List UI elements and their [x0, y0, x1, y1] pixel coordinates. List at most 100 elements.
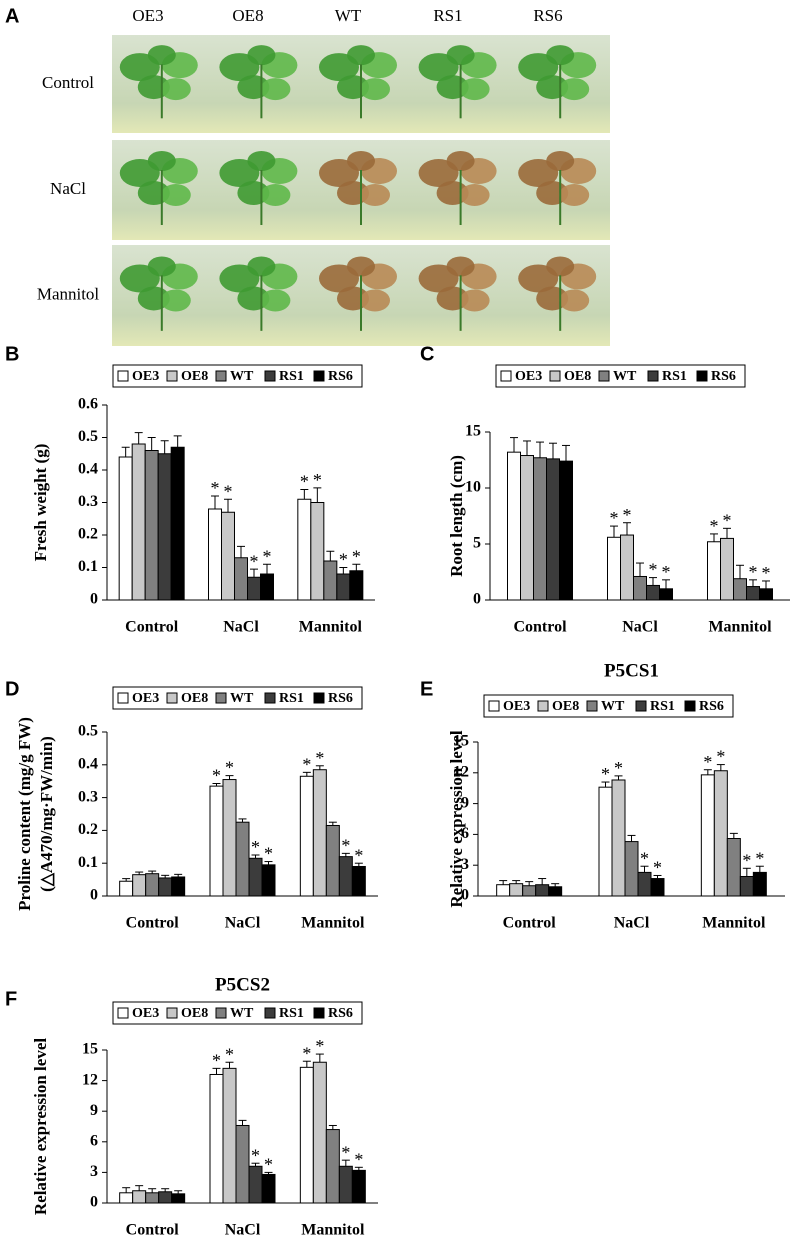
error-bar [315, 1053, 324, 1063]
error-bar [225, 1061, 234, 1069]
error-bar [627, 834, 636, 842]
legend-label: RS6 [711, 369, 736, 384]
bar [299, 775, 314, 897]
significance-marker: * [723, 510, 732, 530]
leaf [360, 78, 390, 101]
legend-label: RS6 [328, 691, 353, 706]
panel-label: C [420, 343, 434, 365]
leaf [459, 289, 490, 312]
bar [546, 458, 560, 601]
error-bar [662, 579, 670, 589]
y-axis-label: Proline content (mg/g FW) [15, 717, 34, 911]
legend-swatch [586, 700, 598, 712]
y-tick-label: 15 [82, 1041, 98, 1058]
leaf [446, 45, 475, 66]
significance-marker: * [315, 1036, 324, 1056]
leaf [459, 78, 490, 101]
significance-marker: * [302, 1043, 311, 1063]
significance-marker: * [212, 766, 221, 786]
bar [700, 774, 715, 897]
bar [535, 884, 550, 897]
bar [338, 856, 353, 897]
y-tick-label: 10 [465, 479, 481, 496]
legend-swatch [635, 700, 647, 712]
leaf [247, 45, 276, 66]
error-bar [148, 1188, 157, 1193]
y-tick-label: 0 [90, 591, 98, 608]
bar [158, 877, 173, 897]
error-bar [315, 765, 324, 770]
y-tick-label: 9 [461, 794, 469, 811]
column-label: OE8 [232, 6, 263, 25]
leaf [260, 289, 291, 312]
panel-label: B [5, 343, 19, 365]
significance-marker: * [716, 747, 725, 767]
y-tick-label: 15 [465, 423, 481, 440]
bar [297, 498, 312, 601]
significance-marker: * [354, 845, 363, 865]
bar [260, 573, 274, 601]
bar [325, 1129, 340, 1204]
bar [349, 570, 364, 601]
leaf [559, 289, 590, 312]
bar [145, 1192, 160, 1204]
bar [611, 779, 626, 897]
error-bar [755, 865, 764, 873]
significance-marker: * [251, 1145, 260, 1165]
error-bar [512, 880, 521, 884]
error-bar [250, 568, 258, 578]
bar [312, 769, 327, 897]
legend-label: OE3 [132, 369, 159, 384]
bar [733, 578, 747, 601]
leaf [347, 151, 375, 171]
bar [157, 453, 172, 601]
significance-marker: * [703, 752, 712, 772]
bar [158, 1191, 173, 1204]
bar [234, 557, 248, 601]
x-tick-label: Mannitol [702, 915, 766, 932]
legend-swatch [313, 692, 325, 704]
error-bar [264, 1171, 273, 1175]
error-bar [354, 1166, 363, 1171]
bar [171, 876, 186, 897]
error-bar [339, 567, 348, 574]
error-bar [211, 495, 219, 509]
error-bar [749, 579, 757, 587]
legend-swatch [500, 370, 512, 382]
bar [261, 864, 276, 897]
significance-marker: * [640, 848, 649, 868]
significance-marker: * [250, 551, 259, 571]
error-bar [160, 440, 169, 454]
bar [496, 884, 511, 897]
bar [323, 560, 338, 601]
legend-swatch [696, 370, 708, 382]
panel-label: D [5, 678, 19, 700]
error-bar [224, 498, 232, 513]
legend-label: OE8 [564, 369, 591, 384]
error-bar [742, 867, 751, 877]
legend-label: RS6 [328, 1006, 353, 1021]
significance-marker: * [211, 478, 220, 498]
bar [520, 455, 534, 601]
bar [132, 874, 147, 897]
bar [248, 857, 263, 897]
bar [607, 536, 621, 601]
significance-marker: * [341, 835, 350, 855]
legend-swatch [313, 370, 325, 382]
error-bar [703, 769, 712, 775]
y-tick-label: 0.2 [78, 526, 98, 543]
bar [221, 511, 235, 601]
chart-title: P5CS1 [604, 660, 659, 681]
bar [338, 1165, 353, 1204]
legend-swatch [264, 370, 276, 382]
leaf [459, 184, 490, 206]
y-tick-label: 0.4 [78, 755, 98, 772]
legend-label: RS1 [650, 699, 675, 714]
bar [312, 1061, 327, 1204]
error-bar [636, 562, 644, 577]
significance-marker: * [749, 562, 758, 582]
leaf [160, 184, 191, 206]
bar [509, 883, 524, 897]
leaf [147, 45, 176, 66]
error-bar [610, 525, 618, 538]
